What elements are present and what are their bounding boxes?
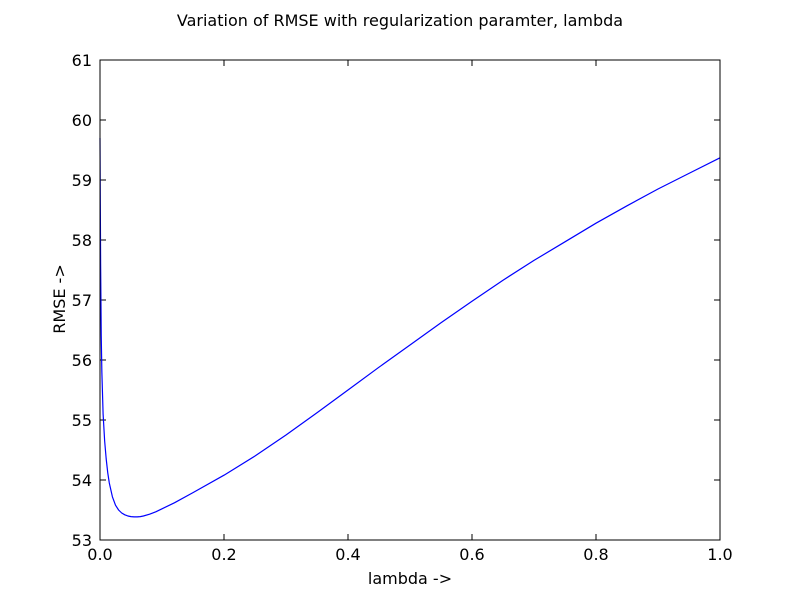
y-tick-label: 57 [72,291,92,310]
chart-title: Variation of RMSE with regularization pa… [177,11,623,30]
y-tick-label: 55 [72,411,92,430]
y-tick-label: 54 [72,471,92,490]
x-tick-label: 0.4 [335,545,360,564]
x-tick-label: 0.8 [583,545,608,564]
y-tick-label: 59 [72,171,92,190]
plot-series [99,137,721,518]
x-tick-label: 1.0 [707,545,732,564]
x-tick-label: 0.0 [87,545,112,564]
plot-frame [99,59,721,541]
axis-ticks: 0.0 0.2 0.4 0.6 0.8 1.0 53 54 55 56 57 58 59 60 61 [72,51,733,564]
y-tick-label: 58 [72,231,92,250]
y-tick-label: 56 [72,351,92,370]
x-tick-label: 0.2 [211,545,236,564]
y-tick-label: 53 [72,531,92,550]
y-tick-label: 60 [72,111,92,130]
series-line-rmse [99,137,721,518]
x-tick-label: 0.6 [459,545,484,564]
x-axis-label: lambda -> [368,569,452,588]
y-axis-label: RMSE -> [50,264,69,333]
y-tick-label: 61 [72,51,92,70]
